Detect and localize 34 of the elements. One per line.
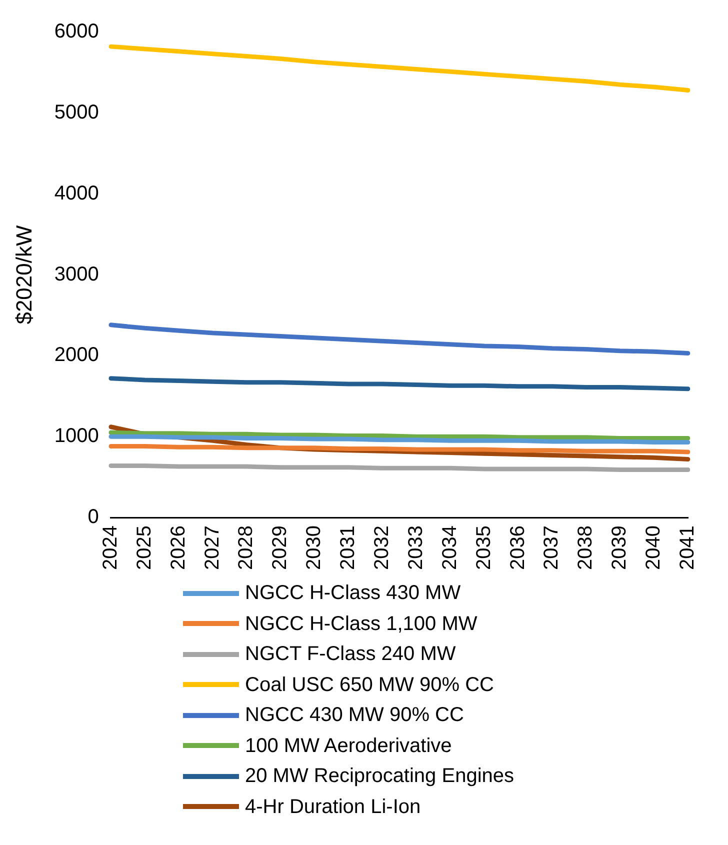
x-tick-label: 2024 <box>99 526 122 570</box>
x-tick-label: 2031 <box>337 526 360 570</box>
legend-label: 100 MW Aeroderivative <box>245 734 452 758</box>
y-tick-label: 2000 <box>54 344 99 366</box>
legend-label: NGCC H-Class 1,100 MW <box>245 612 478 636</box>
legend-label: Coal USC 650 MW 90% CC <box>245 672 494 698</box>
x-tick-label: 2041 <box>676 526 699 570</box>
y-tick-label: 1000 <box>54 425 99 448</box>
y-tick-label: 5000 <box>54 101 99 124</box>
y-axis-title: $2020/kW <box>11 224 36 324</box>
legend-label: NGCC H-Class 430 MW <box>245 581 461 606</box>
legend-label: NGCC 430 MW 90% CC <box>245 703 464 728</box>
x-tick-label: 2039 <box>608 526 631 570</box>
x-tick-label: 2025 <box>133 526 156 570</box>
y-tick-label: 0 <box>88 506 99 528</box>
x-tick-label: 2033 <box>404 526 427 570</box>
legend-label: 4-Hr Duration Li-Ion <box>245 794 421 820</box>
y-tick-label: 4000 <box>54 182 99 204</box>
x-tick-label: 2028 <box>235 526 258 570</box>
x-tick-label: 2026 <box>167 526 190 570</box>
x-tick-label: 2038 <box>574 526 597 570</box>
x-tick-label: 2035 <box>472 526 495 570</box>
y-tick-label: 3000 <box>54 263 99 286</box>
x-tick-label: 2027 <box>201 526 224 570</box>
legend-label: NGCT F-Class 240 MW <box>245 642 456 667</box>
y-tick-label: 6000 <box>54 20 99 43</box>
x-tick-label: 2030 <box>303 526 326 570</box>
x-tick-label: 2032 <box>370 526 393 570</box>
x-tick-label: 2034 <box>438 526 461 570</box>
x-tick-label: 2029 <box>269 526 292 570</box>
legend-label: 20 MW Reciprocating Engines <box>245 764 514 789</box>
x-tick-label: 2040 <box>642 526 665 570</box>
x-tick-label: 2037 <box>540 526 563 570</box>
x-tick-label: 2036 <box>506 526 529 570</box>
